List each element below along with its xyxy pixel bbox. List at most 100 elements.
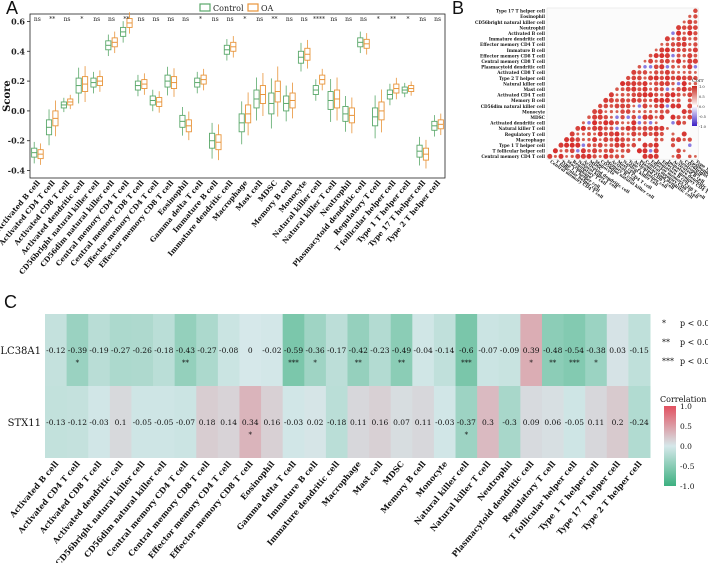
cell-value: -0.03 — [435, 418, 454, 427]
corr-circle — [637, 81, 642, 86]
corr-circle — [603, 131, 608, 137]
corr-circle — [648, 65, 653, 69]
corr-circle — [598, 138, 602, 141]
corr-circle — [681, 25, 687, 30]
corr-circle — [654, 103, 659, 109]
cell-stars: ** — [398, 359, 406, 367]
corr-circle — [565, 154, 569, 158]
corr-circle — [592, 137, 598, 143]
corr-circle — [615, 98, 619, 103]
corr-circle — [693, 53, 698, 58]
significance-label: ns — [301, 16, 308, 23]
corr-circle — [604, 110, 608, 114]
corr-circle — [648, 131, 653, 137]
corr-circle — [587, 143, 591, 148]
cell-value: -0.03 — [284, 418, 303, 427]
corr-circle — [569, 131, 575, 137]
cell-value: 0.1 — [115, 418, 127, 427]
heatmap-cell — [498, 314, 521, 386]
row-label: Plasmacytoid dendritic cell — [481, 65, 545, 70]
cell-value: -0.02 — [262, 346, 281, 355]
heatmap-cell — [412, 314, 435, 386]
heatmap-cell — [239, 314, 262, 386]
significance-label: ns — [330, 16, 337, 23]
corr-circle — [643, 65, 647, 69]
cell-value: 0.16 — [372, 418, 389, 427]
corr-circle — [693, 154, 697, 158]
heatmap-cell — [45, 314, 68, 386]
significance-label: * — [199, 16, 202, 23]
corr-circle — [625, 125, 631, 131]
significance-label: * — [243, 16, 246, 23]
cell-stars: *** — [461, 359, 472, 367]
corr-circle — [592, 120, 598, 126]
heatmap-cell — [369, 386, 392, 458]
corr-circle — [682, 59, 686, 63]
row-label: STX11 — [8, 418, 41, 429]
corr-circle — [598, 154, 602, 158]
corr-circle — [681, 81, 687, 87]
corr-circle — [676, 103, 682, 109]
corr-circle — [625, 109, 631, 114]
significance-label: ns — [360, 16, 367, 23]
sig-legend-text: p < 0.001 — [680, 357, 708, 366]
legend-label: Control — [213, 4, 244, 13]
corr-circle — [626, 143, 630, 147]
corr-circle — [569, 148, 575, 154]
corr-circle — [581, 121, 585, 125]
heatmap-cell — [369, 314, 392, 386]
corr-circle — [671, 155, 675, 158]
heatmap-cell — [88, 386, 111, 458]
corr-circle — [688, 154, 692, 159]
corr-circle — [665, 42, 670, 47]
heatmap-cell — [433, 314, 457, 386]
corr-circle — [676, 137, 682, 143]
corr-circle — [643, 59, 647, 63]
corr-circle — [569, 142, 575, 148]
heatmap-cell — [520, 386, 543, 458]
heatmap-cell — [585, 386, 608, 458]
corr-circle — [676, 81, 681, 86]
corr-circle — [671, 121, 675, 125]
corr-circle — [676, 30, 682, 36]
corr-circle — [687, 114, 693, 120]
corr-circle — [626, 75, 631, 81]
corr-circle — [592, 109, 598, 115]
heatmap-cell — [217, 386, 240, 458]
significance-label: ** — [272, 16, 278, 23]
corr-circle — [670, 47, 676, 53]
corr-circle — [653, 142, 659, 148]
significance-label: ns — [138, 16, 145, 23]
cell-value: -0.14 — [435, 346, 454, 355]
corr-circle — [559, 149, 563, 153]
corr-circle — [642, 103, 648, 109]
cell-stars: ** — [549, 359, 557, 367]
corr-circle — [681, 109, 687, 115]
cell-value: 0.2 — [612, 418, 624, 427]
legend-swatch — [247, 3, 259, 12]
corr-circle — [608, 97, 614, 103]
cell-value: -0.3 — [502, 418, 517, 427]
corr-circle — [648, 142, 653, 148]
corr-circle — [637, 87, 642, 92]
cell-stars: *** — [569, 359, 580, 367]
heatmap-cell — [628, 386, 651, 458]
corr-circle — [660, 93, 664, 97]
heatmap-cell — [412, 386, 435, 458]
corr-circle — [671, 70, 675, 75]
heatmap-cell — [45, 386, 68, 458]
corr-circle — [615, 115, 619, 119]
corr-legend-title: Corr — [692, 78, 704, 84]
row-label: Activated CD8 T cell — [496, 70, 545, 75]
cell-stars: ** — [355, 359, 363, 367]
corr-circle — [642, 81, 648, 87]
corr-circle — [653, 53, 659, 59]
corr-circle — [615, 93, 619, 97]
color-legend-tick: -1.0 — [680, 482, 695, 491]
row-label: Mast cell — [524, 87, 546, 92]
cell-stars: * — [249, 431, 253, 439]
corr-circle — [637, 110, 641, 114]
heatmap-cell — [390, 386, 413, 458]
corr-circle — [687, 103, 693, 109]
heatmap-cell — [455, 386, 478, 458]
